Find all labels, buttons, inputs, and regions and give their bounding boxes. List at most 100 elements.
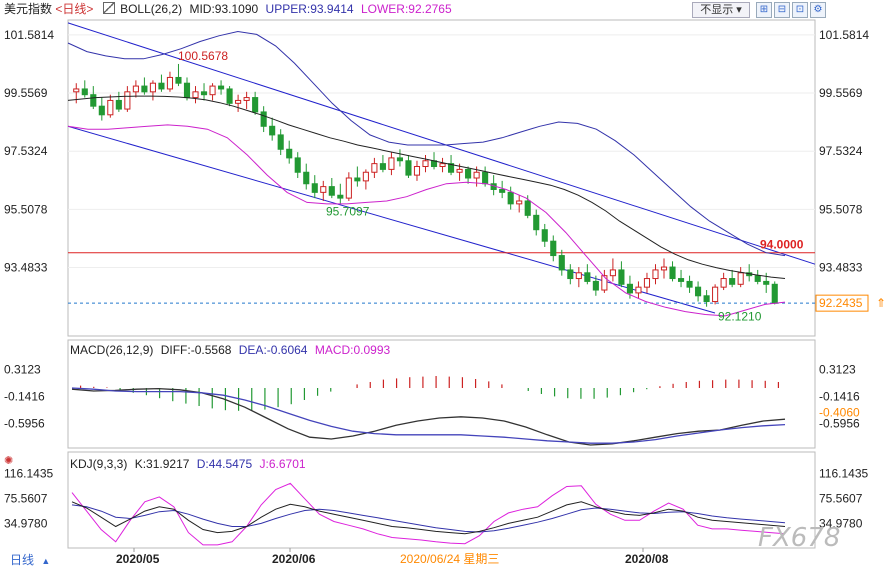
price-panel-frame: [67, 19, 816, 337]
boll-mid-line: [67, 95, 786, 279]
candle-body: [388, 157, 395, 170]
candle-body: [635, 286, 642, 294]
x-tick-label: 2020/06: [272, 552, 316, 566]
boll-lower-value: LOWER:92.2765: [360, 2, 452, 16]
fit-icon[interactable]: ⊡: [792, 2, 808, 18]
candle-body: [456, 168, 463, 173]
candle-body: [345, 177, 352, 199]
candle-body: [107, 99, 114, 116]
candle-body: [379, 163, 386, 170]
candle-body: [567, 269, 574, 280]
macd-dea-value: DEA:-0.6064: [238, 343, 308, 357]
candle-body: [183, 82, 191, 99]
boll-icon: [102, 2, 115, 14]
zoom-in-icon[interactable]: ⊞: [756, 2, 772, 18]
candle-body: [703, 295, 710, 303]
kdj-k-line: [71, 501, 786, 535]
candle-body: [558, 255, 565, 271]
candle-body: [601, 275, 608, 291]
candle-body: [524, 200, 531, 216]
candle-body: [720, 278, 727, 288]
candle-body: [686, 280, 693, 288]
candle-body: [115, 99, 122, 110]
candle-body: [422, 160, 429, 168]
kdj-y-tick-right: 116.1435: [819, 466, 868, 480]
candle-body: [737, 272, 744, 285]
zoom-out-icon[interactable]: ⊟: [774, 2, 790, 18]
candle-body: [754, 275, 761, 282]
candle-body: [175, 76, 182, 84]
candle-body: [439, 163, 446, 168]
candle-body: [499, 188, 506, 193]
macd-y-tick-left: 0.3123: [4, 362, 41, 376]
candle-body: [473, 171, 480, 179]
macd-y-tick-right: -0.1416: [819, 389, 860, 403]
candle-body: [362, 171, 369, 182]
candle-body: [81, 88, 88, 96]
candle-body: [269, 125, 276, 136]
candle-body: [286, 148, 293, 159]
kdj-y-tick-left: 75.5607: [4, 491, 48, 505]
candle-body: [141, 85, 148, 93]
candle-body: [592, 280, 599, 291]
kdj-panel-frame: [67, 451, 816, 549]
candle-body: [695, 286, 702, 297]
kdj-indicator-name[interactable]: KDJ(9,3,3): [70, 457, 128, 471]
candle-body: [609, 269, 616, 277]
candle-body: [90, 94, 97, 107]
candle-body: [132, 85, 139, 93]
macd-panel-frame: [67, 339, 816, 449]
candle-body: [354, 177, 361, 182]
kdj-y-tick-right: 34.9780: [819, 516, 863, 530]
candle-body: [218, 85, 225, 90]
upper-trendline: [67, 22, 816, 265]
macd-y-tick-right: -0.5956: [819, 417, 860, 431]
kdj-d-value: D:44.5475: [196, 457, 253, 471]
symbol-name: 美元指数: [4, 2, 53, 16]
display-select[interactable]: 不显示 ▾: [692, 2, 750, 18]
price-y-tick-right: 101.5814: [819, 28, 869, 42]
boll-lower-line: [67, 124, 786, 317]
last-price-box: [815, 294, 869, 312]
macd-y-tick-left: -0.5956: [4, 417, 45, 431]
boll-indicator-name[interactable]: BOLL(26,2): [120, 2, 183, 16]
price-y-tick-left: 101.5814: [4, 28, 54, 42]
candle-body: [328, 186, 335, 196]
price-y-tick-right: 97.5324: [819, 144, 863, 158]
candle-body: [124, 91, 131, 110]
mid-low-annotation: 95.7097: [326, 205, 370, 219]
candle-body: [626, 283, 633, 294]
period-tag[interactable]: <日线>: [55, 2, 94, 16]
macd-value: MACD:0.0993: [314, 343, 391, 357]
chevron-down-icon: ▾: [736, 4, 742, 16]
boll-upper-value: UPPER:93.9414: [265, 2, 354, 16]
boll-upper-line: [67, 30, 786, 257]
candle-body: [320, 186, 327, 193]
candle-body: [371, 163, 378, 173]
last-price-arrow-icon: ⇑: [876, 296, 886, 310]
candle-body: [507, 191, 514, 205]
settings-icon[interactable]: ⚙: [810, 2, 826, 18]
macd-dea-line: [71, 387, 786, 444]
main-chart-header: 美元指数 <日线> BOLL(26,2) MID:93.1090 UPPER:9…: [4, 0, 452, 18]
candle-body: [533, 214, 540, 231]
candle-body: [209, 85, 216, 96]
candle-body: [652, 269, 659, 280]
kdj-settings-icon[interactable]: ✺: [4, 455, 14, 467]
price-y-tick-right: 99.5569: [819, 86, 863, 100]
macd-diff-value: DIFF:-0.5568: [160, 343, 232, 357]
display-select-label: 不显示: [700, 4, 734, 16]
candle-body: [550, 240, 557, 257]
kdj-y-tick-left: 34.9780: [4, 516, 48, 530]
price-y-tick-left: 95.5078: [4, 202, 48, 216]
macd-indicator-name[interactable]: MACD(26,12,9): [70, 343, 154, 357]
period-switcher[interactable]: 日线 ▲: [10, 550, 60, 570]
boll-mid-value: MID:93.1090: [189, 2, 259, 16]
candle-body: [98, 105, 105, 116]
candle-body: [337, 194, 344, 199]
date-tooltip: 2020/06/24 星期三: [400, 552, 499, 566]
candle-body: [660, 266, 668, 271]
candle-body: [413, 166, 421, 176]
macd-y-tick-right: 0.3123: [819, 362, 856, 376]
